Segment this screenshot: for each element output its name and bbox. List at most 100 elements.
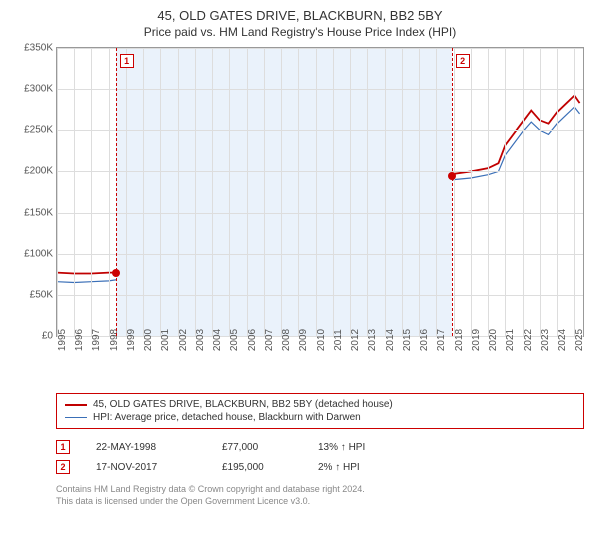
x-axis-label: 2015 [402,329,413,351]
x-axis-label: 2007 [264,329,275,351]
gridline-v [471,48,472,336]
x-axis-label: 2005 [229,329,240,351]
x-axis-label: 2003 [195,329,206,351]
sale-marker: 2 [56,460,70,474]
y-axis-label: £350K [24,43,53,54]
x-axis-label: 2010 [316,329,327,351]
y-axis-label: £150K [24,207,53,218]
gridline-v [523,48,524,336]
x-axis-label: 2012 [350,329,361,351]
x-axis-label: 1996 [74,329,85,351]
page-title: 45, OLD GATES DRIVE, BLACKBURN, BB2 5BY [10,8,590,23]
x-axis-label: 2020 [488,329,499,351]
sale-vs-hpi: 2% ↑ HPI [318,462,360,473]
sale-marker: 1 [56,440,70,454]
y-axis-label: £250K [24,125,53,136]
x-axis-label: 2017 [436,329,447,351]
gridline-v [367,48,368,336]
gridline-v [436,48,437,336]
gridline-v [574,48,575,336]
footer-line-2: This data is licensed under the Open Gov… [56,495,584,507]
sale-price: £195,000 [222,462,292,473]
x-axis-label: 2023 [540,329,551,351]
gridline-v [160,48,161,336]
gridline-v [419,48,420,336]
x-axis-label: 2025 [574,329,585,351]
sale-date: 17-NOV-2017 [96,462,196,473]
gridline-v [264,48,265,336]
x-axis-label: 2000 [143,329,154,351]
legend-swatch [65,404,87,406]
footer-line-1: Contains HM Land Registry data © Crown c… [56,483,584,495]
gridline-v [350,48,351,336]
y-axis-label: £100K [24,248,53,259]
legend-row: 45, OLD GATES DRIVE, BLACKBURN, BB2 5BY … [65,398,575,411]
y-axis-label: £300K [24,84,53,95]
gridline-v [281,48,282,336]
gridline-h [57,254,583,255]
sale-row: 1 22-MAY-1998 £77,000 13% ↑ HPI [56,437,584,457]
gridline-v [178,48,179,336]
gridline-h [57,171,583,172]
gridline-v [247,48,248,336]
event-marker-1: 1 [120,54,134,68]
sales-table: 1 22-MAY-1998 £77,000 13% ↑ HPI 2 17-NOV-2017… [56,437,584,477]
gridline-v [298,48,299,336]
gridline-v [195,48,196,336]
gridline-v [557,48,558,336]
sale-price: £77,000 [222,442,292,453]
x-axis-label: 2009 [298,329,309,351]
chart-legend: 45, OLD GATES DRIVE, BLACKBURN, BB2 5BY … [56,393,584,429]
gridline-h [57,130,583,131]
x-axis-label: 2022 [523,329,534,351]
event-vline-2 [452,48,453,336]
gridline-v [454,48,455,336]
x-axis-label: 2004 [212,329,223,351]
gridline-v [316,48,317,336]
gridline-v [109,48,110,336]
x-axis-label: 2021 [505,329,516,351]
x-axis-label: 2018 [454,329,465,351]
x-axis-label: 1999 [126,329,137,351]
gridline-v [402,48,403,336]
x-axis-label: 1997 [91,329,102,351]
x-axis-label: 1995 [57,329,68,351]
legend-label: HPI: Average price, detached house, Blac… [93,412,361,423]
sale-vs-hpi: 13% ↑ HPI [318,442,365,453]
gridline-v [505,48,506,336]
sale-row: 2 17-NOV-2017 £195,000 2% ↑ HPI [56,457,584,477]
legend-label: 45, OLD GATES DRIVE, BLACKBURN, BB2 5BY … [93,399,393,410]
gridline-v [126,48,127,336]
x-axis-label: 1998 [109,329,120,351]
y-axis-label: £0 [42,331,53,342]
gridline-v [143,48,144,336]
event-dot-2 [448,172,456,180]
gridline-v [333,48,334,336]
x-axis-label: 2001 [160,329,171,351]
legend-swatch [65,417,87,418]
event-dot-1 [112,269,120,277]
event-vline-1 [116,48,117,336]
sale-date: 22-MAY-1998 [96,442,196,453]
gridline-v [91,48,92,336]
gridline-v [540,48,541,336]
footer-attribution: Contains HM Land Registry data © Crown c… [56,483,584,507]
x-axis-label: 2008 [281,329,292,351]
gridline-v [57,48,58,336]
gridline-h [57,295,583,296]
gridline-h [57,89,583,90]
gridline-v [488,48,489,336]
x-axis-label: 2019 [471,329,482,351]
x-axis-label: 2006 [247,329,258,351]
gridline-v [74,48,75,336]
y-axis-label: £50K [30,289,53,300]
x-axis-label: 2014 [385,329,396,351]
x-axis-label: 2024 [557,329,568,351]
price-chart: £0£50K£100K£150K£200K£250K£300K£350K1995… [56,47,584,377]
x-axis-label: 2002 [178,329,189,351]
page-subtitle: Price paid vs. HM Land Registry's House … [10,25,590,39]
event-marker-2: 2 [456,54,470,68]
x-axis-label: 2016 [419,329,430,351]
x-axis-label: 2011 [333,329,344,351]
gridline-v [212,48,213,336]
